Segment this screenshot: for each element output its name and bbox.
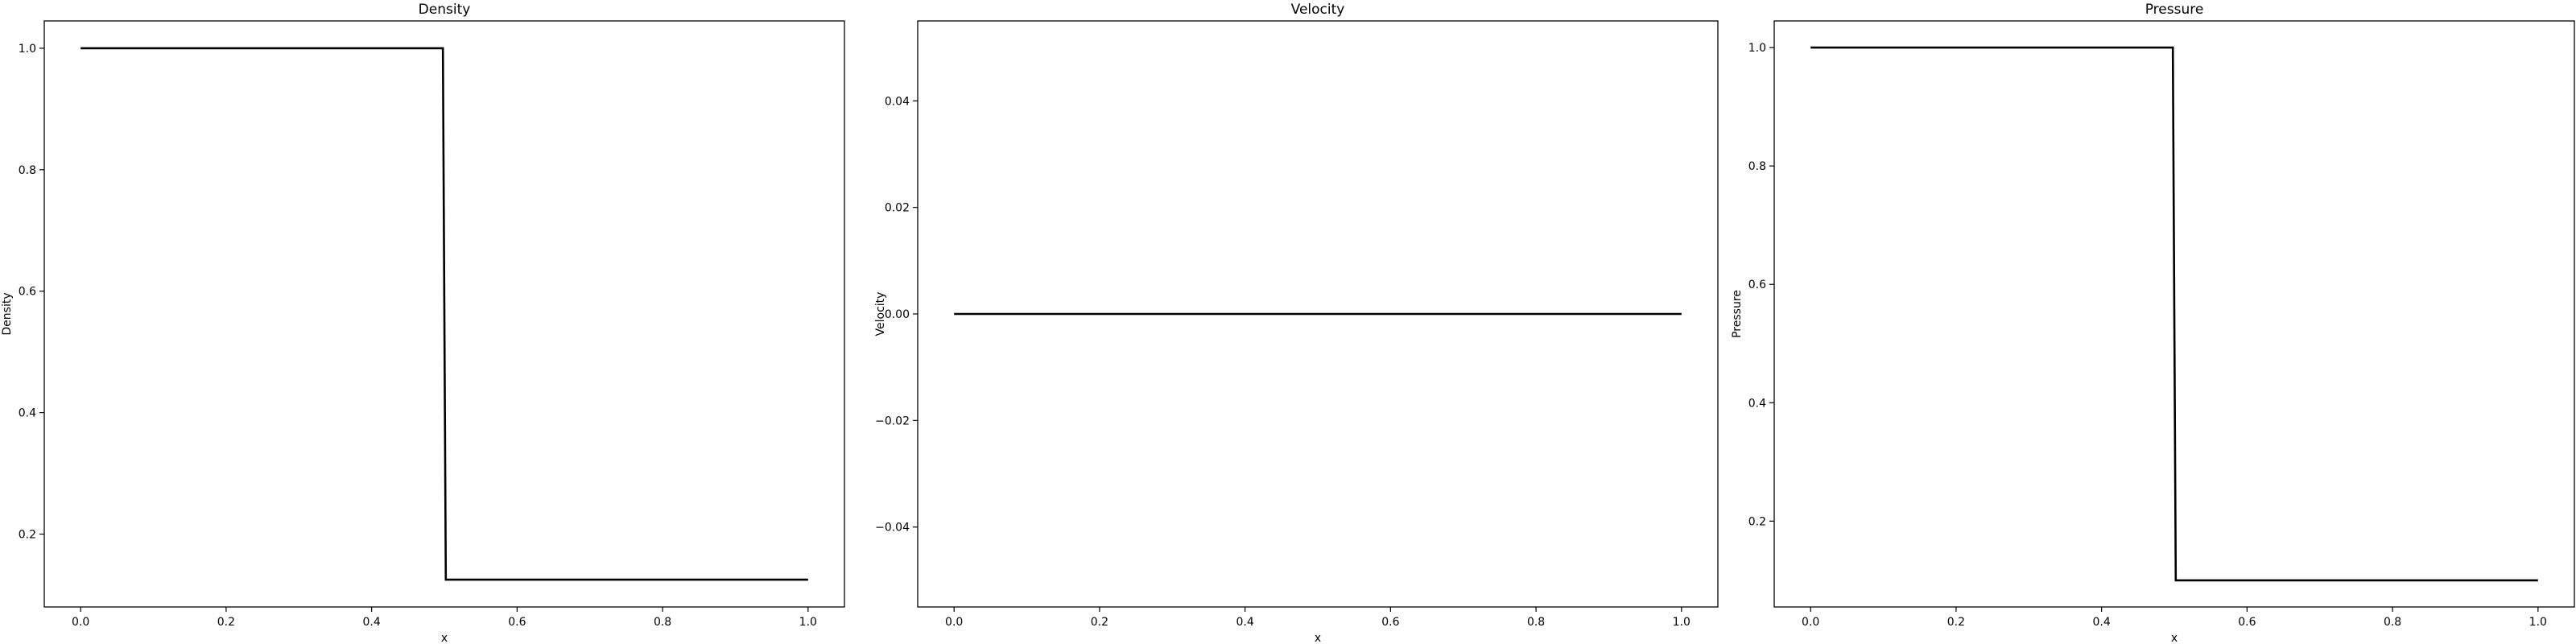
series-line-0 <box>80 47 808 581</box>
chart-title: Pressure <box>2145 2 2204 18</box>
y-tick-label: 0.6 <box>19 286 36 299</box>
y-tick-label: 0.8 <box>1748 160 1766 173</box>
axes-frame <box>1773 20 2575 608</box>
x-tick-label: 0.6 <box>508 616 526 629</box>
x-tick-label: 0.4 <box>363 616 381 629</box>
x-tick-label: 1.0 <box>1673 616 1690 629</box>
axes-frame <box>43 20 845 608</box>
x-axis-label: x <box>2171 632 2178 644</box>
y-tick-label: 0.2 <box>19 528 36 541</box>
y-tick-label: 0.04 <box>885 95 910 108</box>
x-tick-label: 0.6 <box>1381 616 1399 629</box>
y-tick-label: 0.00 <box>885 308 910 321</box>
y-tick-label: 0.4 <box>19 407 36 420</box>
x-axis-label: x <box>1315 632 1321 644</box>
chart-panel-velocity: 0.0 0.2 0.4 0.6 0.8 1.0 −0.04 −0.02 0.00 0.02 0.04… <box>874 2 1719 644</box>
x-tick-label: 0.2 <box>1947 616 1965 629</box>
x-tick-label: 0.2 <box>1091 616 1108 629</box>
x-tick-label: 1.0 <box>799 616 817 629</box>
y-tick-label: 0.6 <box>1748 279 1766 291</box>
x-tick-label: 0.0 <box>72 616 89 629</box>
x-tick-label: 0.2 <box>217 616 235 629</box>
y-tick-label: 1.0 <box>19 43 36 56</box>
y-tick-label: 0.8 <box>19 164 36 177</box>
y-tick-label: 1.0 <box>1748 42 1766 55</box>
x-tick-label: 0.8 <box>1527 616 1545 629</box>
y-tick-label: 0.2 <box>1748 515 1766 528</box>
y-axis-label: Density <box>1 292 14 335</box>
chart-title: Density <box>419 2 471 18</box>
y-tick-label: 0.02 <box>885 202 910 215</box>
x-tick-label: 0.4 <box>2093 616 2111 629</box>
chart-panel-pressure: 0.0 0.2 0.4 0.6 0.8 1.0 0.2 0.4 0.6 0.8 1.0 Pressur… <box>1731 2 2575 644</box>
y-tick-label: −0.02 <box>875 415 910 427</box>
x-tick-label: 0.8 <box>2384 616 2401 629</box>
chart-title: Velocity <box>1291 2 1345 18</box>
chart-panel-density: 0.0 0.2 0.4 0.6 0.8 1.0 0.2 0.4 0.6 0.8 1.0 Density… <box>1 2 845 644</box>
x-tick-label: 0.0 <box>945 616 963 629</box>
y-axis-label: Pressure <box>1731 290 1744 338</box>
x-axis-label: x <box>441 632 448 644</box>
x-tick-label: 0.6 <box>2238 616 2256 629</box>
series-line-0 <box>1810 46 2538 582</box>
y-tick-label: −0.04 <box>875 522 910 535</box>
x-tick-label: 0.8 <box>654 616 671 629</box>
x-tick-label: 0.0 <box>1802 616 1819 629</box>
x-tick-label: 0.4 <box>1236 616 1254 629</box>
y-tick-label: 0.4 <box>1748 397 1766 410</box>
y-axis-label: Velocity <box>874 292 887 336</box>
x-tick-label: 1.0 <box>2529 616 2547 629</box>
